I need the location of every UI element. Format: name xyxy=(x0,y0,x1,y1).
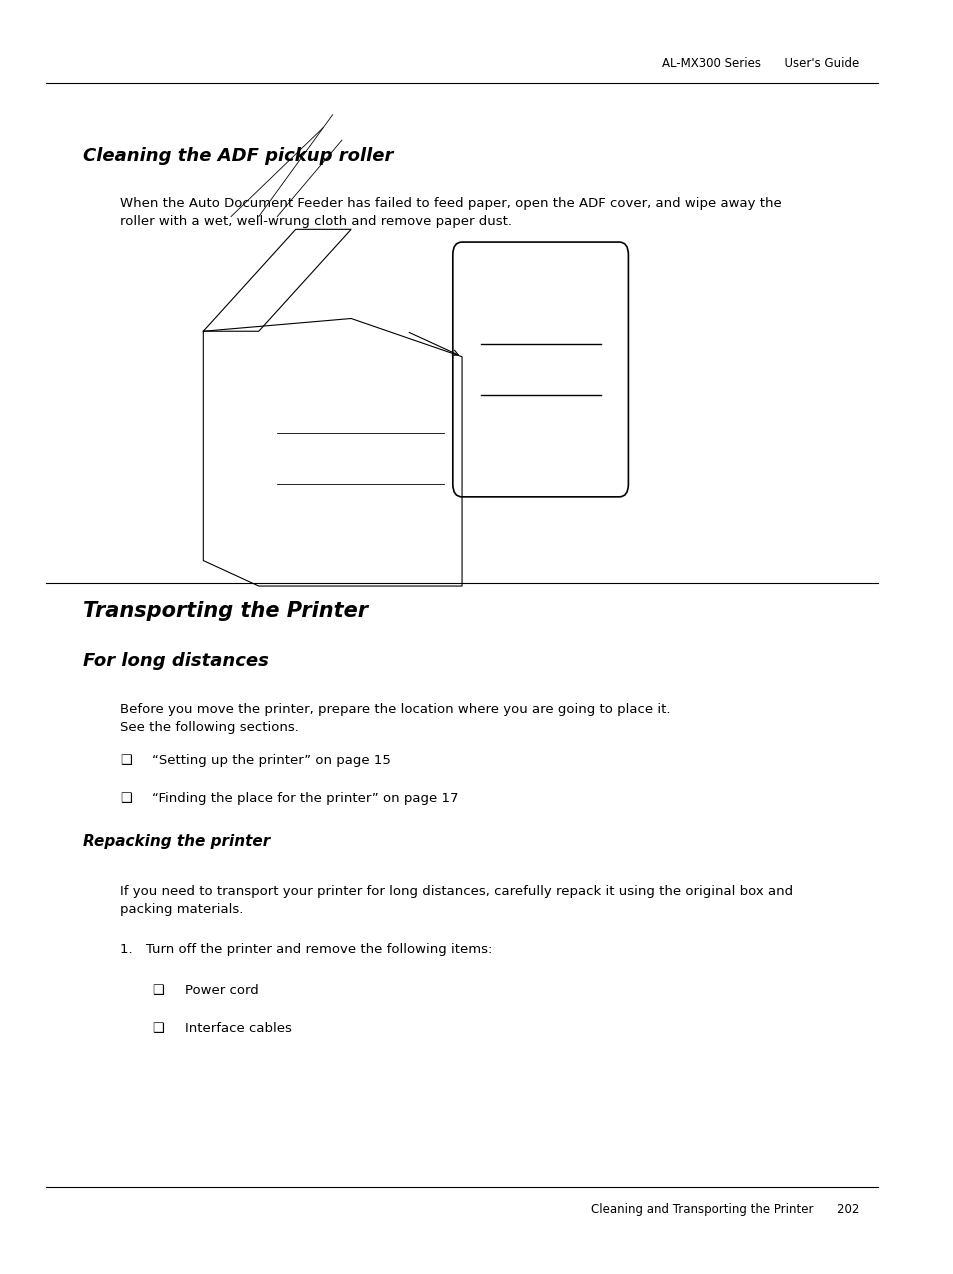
Text: Interface cables: Interface cables xyxy=(185,1022,292,1034)
Text: Cleaning the ADF pickup roller: Cleaning the ADF pickup roller xyxy=(83,147,394,164)
Text: ❑: ❑ xyxy=(152,1022,164,1034)
Text: “Setting up the printer” on page 15: “Setting up the printer” on page 15 xyxy=(152,754,391,767)
FancyBboxPatch shape xyxy=(453,242,628,497)
Text: Cleaning and Transporting the Printer  202: Cleaning and Transporting the Printer 20… xyxy=(591,1203,859,1215)
Text: Power cord: Power cord xyxy=(185,984,258,996)
Text: When the Auto Document Feeder has failed to feed paper, open the ADF cover, and : When the Auto Document Feeder has failed… xyxy=(120,197,781,228)
Text: “Finding the place for the printer” on page 17: “Finding the place for the printer” on p… xyxy=(152,792,458,805)
Text: ❑: ❑ xyxy=(120,754,132,767)
Text: If you need to transport your printer for long distances, carefully repack it us: If you need to transport your printer fo… xyxy=(120,885,793,916)
Text: 1. Turn off the printer and remove the following items:: 1. Turn off the printer and remove the f… xyxy=(120,943,492,956)
Text: Transporting the Printer: Transporting the Printer xyxy=(83,601,368,622)
Text: ❑: ❑ xyxy=(152,984,164,996)
Text: Repacking the printer: Repacking the printer xyxy=(83,834,270,850)
Text: Before you move the printer, prepare the location where you are going to place i: Before you move the printer, prepare the… xyxy=(120,703,670,734)
Text: For long distances: For long distances xyxy=(83,652,269,670)
Text: ❑: ❑ xyxy=(120,792,132,805)
Text: AL-MX300 Series  User's Guide: AL-MX300 Series User's Guide xyxy=(661,57,859,70)
